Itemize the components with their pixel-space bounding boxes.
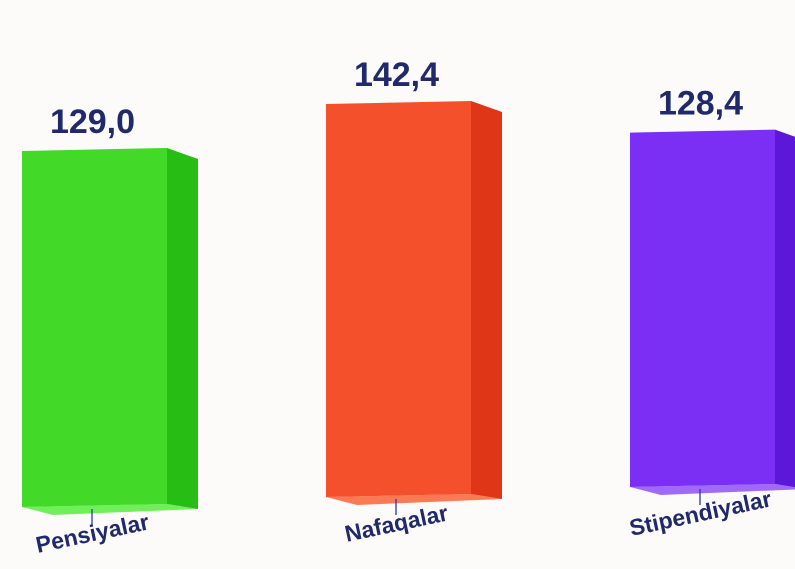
bar-side <box>775 129 795 488</box>
bar-group <box>630 129 795 495</box>
bar-side <box>167 147 198 509</box>
bar-base <box>22 504 198 515</box>
bar <box>22 147 167 507</box>
data-label: 129,0 <box>50 103 135 141</box>
data-label: 142,4 <box>354 56 439 94</box>
data-label: 128,4 <box>658 85 743 123</box>
bar <box>326 100 471 497</box>
bar-base <box>630 484 795 495</box>
bar-group <box>326 100 502 505</box>
bar <box>630 129 775 487</box>
bar-side <box>471 100 502 499</box>
bar-base <box>326 494 502 505</box>
bar-group <box>22 147 198 515</box>
